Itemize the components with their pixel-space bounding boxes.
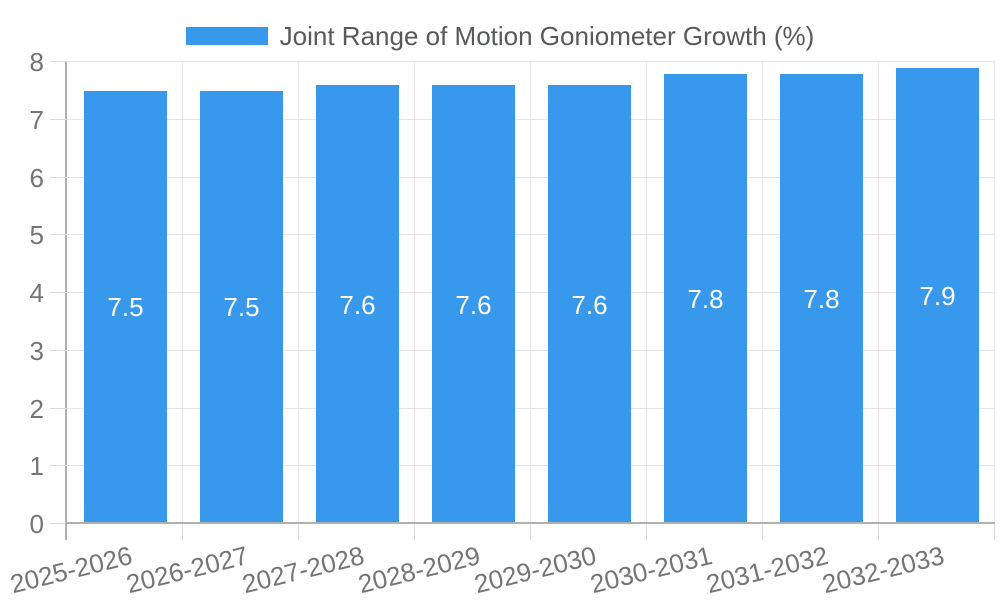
bar-value-label: 7.8 [687,284,724,314]
bar[interactable] [84,91,167,522]
y-axis-tick-label: 4 [29,278,44,308]
bar[interactable] [200,91,283,522]
gridline-vertical [182,62,183,524]
x-axis-tick-label: 2032-2033 [818,540,947,600]
legend-swatch [185,27,268,45]
bar-value-label: 7.5 [223,292,260,322]
x-axis-tick-label: 2030-2031 [586,540,715,600]
bar-value-label: 7.8 [803,284,840,314]
bar[interactable] [548,85,631,522]
x-tick-mark [994,524,995,540]
y-axis-tick-label: 0 [29,509,44,539]
bar-value-label: 7.9 [919,281,956,311]
y-tick-mark [50,292,67,293]
bar[interactable] [316,85,399,522]
legend[interactable]: Joint Range of Motion Goniometer Growth … [0,23,1000,49]
x-axis-tick-label: 2025-2026 [6,540,135,600]
y-axis-tick-label: 6 [29,163,44,193]
x-tick-mark [878,524,879,540]
bar[interactable] [664,74,747,522]
x-axis-tick-label: 2028-2029 [354,540,483,600]
gridline-vertical [878,62,879,524]
x-tick-mark [65,524,67,540]
y-tick-mark [50,465,67,466]
y-tick-mark [50,119,67,120]
y-axis-line [65,62,67,524]
gridline-vertical [994,62,995,524]
x-axis-tick-label: 2026-2027 [122,540,251,600]
x-axis-line [65,522,995,524]
chart-title: Joint Range of Motion Goniometer Growth … [279,21,815,51]
y-tick-mark [50,523,67,524]
y-axis-tick-label: 7 [29,105,44,135]
bar[interactable] [780,74,863,522]
y-axis-tick-label: 3 [29,336,44,366]
y-tick-mark [50,350,67,351]
gridline-vertical [298,62,299,524]
bar-value-label: 7.6 [339,290,376,320]
bar[interactable] [432,85,515,522]
y-tick-mark [50,408,67,409]
y-axis-tick-label: 1 [29,451,44,481]
y-tick-mark [50,177,67,178]
x-tick-mark [414,524,415,540]
x-axis-tick-label: 2031-2032 [702,540,831,600]
gridline-vertical [414,62,415,524]
y-axis-tick-label: 5 [29,220,44,250]
gridline-vertical [530,62,531,524]
gridline-horizontal [67,61,995,62]
bar-value-label: 7.5 [107,292,144,322]
y-axis-tick-label: 2 [29,394,44,424]
x-tick-mark [182,524,183,540]
y-tick-mark [50,234,67,235]
y-tick-mark [50,61,67,62]
x-tick-mark [646,524,647,540]
x-tick-mark [298,524,299,540]
x-axis-tick-label: 2029-2030 [470,540,599,600]
bar[interactable] [896,68,979,522]
x-tick-mark [530,524,531,540]
gridline-vertical [646,62,647,524]
x-axis-tick-label: 2027-2028 [238,540,367,600]
x-tick-mark [762,524,763,540]
gridline-vertical [762,62,763,524]
bar-value-label: 7.6 [571,290,608,320]
y-axis-tick-label: 8 [29,47,44,77]
bar-value-label: 7.6 [455,290,492,320]
